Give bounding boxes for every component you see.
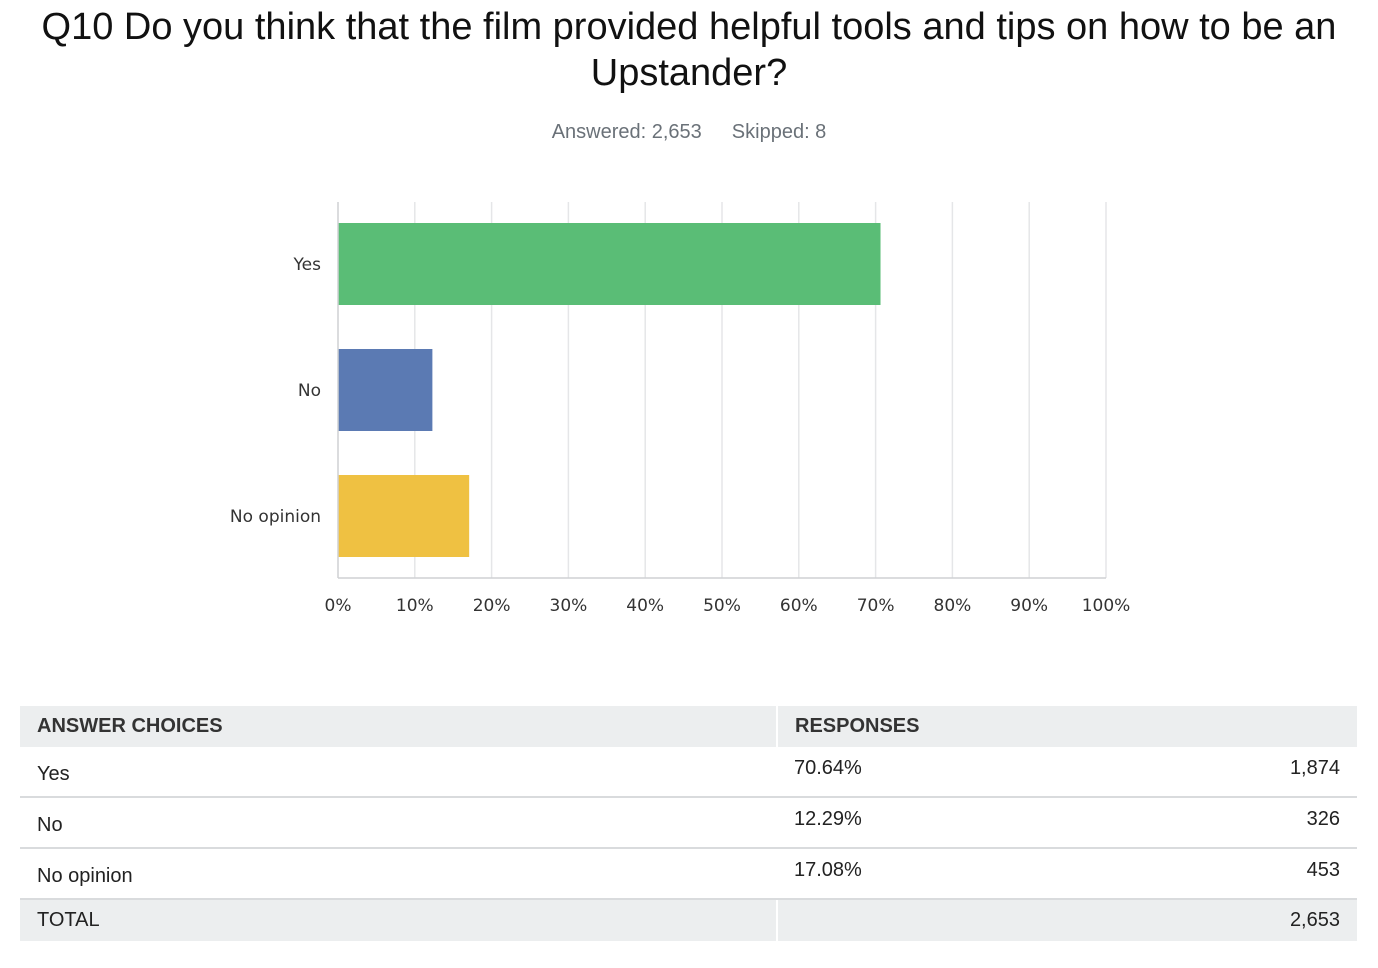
response-percent: 12.29%: [794, 808, 862, 830]
response-percent: 17.08%: [794, 859, 862, 881]
table-row: No 12.29% 326: [20, 797, 1357, 849]
total-count: 2,653: [1289, 909, 1340, 931]
total-label-cell: TOTAL: [20, 899, 777, 941]
bar-chart: Yes No No opinion 0% 10% 20% 30% 40% 50% 60% 70% 80…: [230, 202, 1131, 616]
choice-cell: Yes: [20, 747, 777, 798]
x-tick-label: 0%: [325, 596, 352, 616]
response-cell: 12.29% 326: [777, 797, 1357, 849]
bar-no-opinion: [338, 475, 470, 557]
total-label: TOTAL: [37, 909, 100, 931]
response-cell: 17.08% 453: [777, 848, 1357, 900]
question-title: Q10 Do you think that the film provided …: [41, 6, 1337, 94]
y-category-label: No: [298, 381, 321, 401]
choice-label: Yes: [37, 763, 70, 785]
x-tick-label: 80%: [934, 596, 972, 616]
y-category-label: No opinion: [230, 507, 321, 527]
x-tick-label: 40%: [626, 596, 664, 616]
x-tick-label: 60%: [780, 596, 818, 616]
choice-label: No: [37, 814, 63, 836]
choice-cell: No opinion: [20, 848, 777, 900]
table-row: Yes 70.64% 1,874: [20, 747, 1357, 798]
x-tick-label: 20%: [473, 596, 511, 616]
x-tick-label: 30%: [550, 596, 588, 616]
response-count: 326: [1306, 808, 1340, 830]
bar-no: [338, 349, 433, 431]
x-tick-label: 100%: [1082, 596, 1131, 616]
header-answer-choices: ANSWER CHOICES: [20, 706, 777, 747]
x-tick-label: 50%: [703, 596, 741, 616]
x-tick-label: 70%: [857, 596, 895, 616]
y-category-label: Yes: [293, 255, 322, 275]
total-row: TOTAL 2,653: [20, 899, 1357, 941]
responses-table: ANSWER CHOICES RESPONSES Yes 70.64% 1,874…: [20, 706, 1357, 941]
response-percent: 70.64%: [794, 757, 862, 779]
x-tick-label: 90%: [1010, 596, 1048, 616]
table-row: No opinion 17.08% 453: [20, 848, 1357, 900]
response-count: 453: [1306, 859, 1340, 881]
response-count: 1,874: [1289, 757, 1340, 779]
choice-cell: No: [20, 797, 777, 849]
choice-label: No opinion: [37, 865, 133, 887]
response-cell: 70.64% 1,874: [777, 747, 1357, 798]
table-header-row: ANSWER CHOICES RESPONSES: [20, 706, 1357, 747]
total-count-cell: 2,653: [776, 899, 1357, 941]
bar-yes: [338, 223, 881, 305]
answered-count: Answered: 2,653: [551, 121, 702, 143]
skipped-count: Skipped: 8: [731, 121, 827, 143]
x-tick-label: 10%: [396, 596, 434, 616]
header-responses: RESPONSES: [776, 706, 1357, 747]
response-stats: Answered: 2,653 Skipped: 8: [0, 121, 1378, 144]
